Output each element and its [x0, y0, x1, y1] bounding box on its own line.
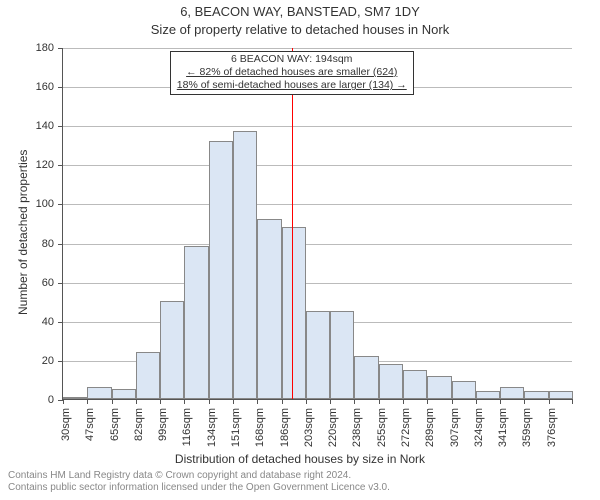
xtick-mark: [427, 399, 428, 404]
histogram-bar: [87, 387, 111, 399]
ytick-label: 40: [24, 316, 54, 328]
ytick-label: 180: [24, 42, 54, 54]
histogram-bar: [452, 381, 476, 399]
histogram-bar: [549, 391, 573, 399]
xtick-mark: [330, 399, 331, 404]
histogram-bar: [160, 301, 184, 399]
xtick-mark: [233, 399, 234, 404]
annotation-line2: ← 82% of detached houses are smaller (62…: [186, 66, 397, 78]
xtick-mark: [257, 399, 258, 404]
xtick-mark: [572, 399, 573, 404]
reference-line: [292, 48, 293, 399]
histogram-bar: [379, 364, 403, 399]
histogram-bar: [63, 397, 87, 399]
xtick-mark: [452, 399, 453, 404]
ytick-label: 100: [24, 198, 54, 210]
histogram-bar: [209, 141, 233, 399]
ytick-mark: [58, 283, 63, 284]
annotation-line1: 6 BEACON WAY: 194sqm: [231, 53, 352, 65]
histogram-bar: [184, 246, 208, 399]
xtick-mark: [524, 399, 525, 404]
gridline: [63, 165, 572, 166]
gridline: [63, 48, 572, 49]
ytick-mark: [58, 204, 63, 205]
histogram-bar: [427, 376, 451, 399]
gridline: [63, 126, 572, 127]
gridline: [63, 204, 572, 205]
xtick-mark: [306, 399, 307, 404]
ytick-mark: [58, 126, 63, 127]
histogram-plot: 6 BEACON WAY: 194sqm ← 82% of detached h…: [62, 48, 572, 400]
xtick-mark: [63, 399, 64, 404]
ytick-mark: [58, 400, 63, 401]
ytick-mark: [58, 87, 63, 88]
x-axis-label: Distribution of detached houses by size …: [0, 452, 600, 466]
ytick-label: 80: [24, 238, 54, 250]
xtick-mark: [136, 399, 137, 404]
histogram-bar: [524, 391, 548, 399]
histogram-bar: [257, 219, 281, 399]
xtick-mark: [184, 399, 185, 404]
histogram-bar: [282, 227, 306, 399]
gridline: [63, 244, 572, 245]
xtick-mark: [403, 399, 404, 404]
ytick-label: 60: [24, 277, 54, 289]
xtick-mark: [209, 399, 210, 404]
histogram-bar: [476, 391, 500, 399]
ytick-label: 20: [24, 355, 54, 367]
footer-line2: Contains public sector information licen…: [8, 482, 592, 493]
histogram-bar: [354, 356, 378, 399]
histogram-bar: [306, 311, 330, 399]
ytick-label: 0: [24, 394, 54, 406]
chart-super-title: 6, BEACON WAY, BANSTEAD, SM7 1DY: [0, 4, 600, 19]
ytick-label: 120: [24, 159, 54, 171]
histogram-bar: [403, 370, 427, 399]
y-axis-label: Number of detached properties: [16, 150, 30, 315]
ytick-mark: [58, 322, 63, 323]
xtick-mark: [354, 399, 355, 404]
ytick-label: 160: [24, 81, 54, 93]
histogram-bar: [330, 311, 354, 399]
xtick-mark: [379, 399, 380, 404]
histogram-bar: [136, 352, 160, 399]
xtick-mark: [500, 399, 501, 404]
ytick-mark: [58, 165, 63, 166]
histogram-bar: [112, 389, 136, 399]
xtick-mark: [87, 399, 88, 404]
xtick-mark: [282, 399, 283, 404]
histogram-bar: [233, 131, 257, 399]
xtick-mark: [549, 399, 550, 404]
annotation-line3: 18% of semi-detached houses are larger (…: [177, 79, 407, 91]
ytick-mark: [58, 48, 63, 49]
footer-line1: Contains HM Land Registry data © Crown c…: [8, 470, 592, 481]
xtick-mark: [112, 399, 113, 404]
histogram-bar: [500, 387, 524, 399]
xtick-mark: [160, 399, 161, 404]
ytick-label: 140: [24, 120, 54, 132]
ytick-mark: [58, 244, 63, 245]
gridline: [63, 283, 572, 284]
ytick-mark: [58, 361, 63, 362]
xtick-mark: [476, 399, 477, 404]
annotation-box: 6 BEACON WAY: 194sqm ← 82% of detached h…: [170, 51, 414, 95]
chart-title: Size of property relative to detached ho…: [0, 22, 600, 37]
